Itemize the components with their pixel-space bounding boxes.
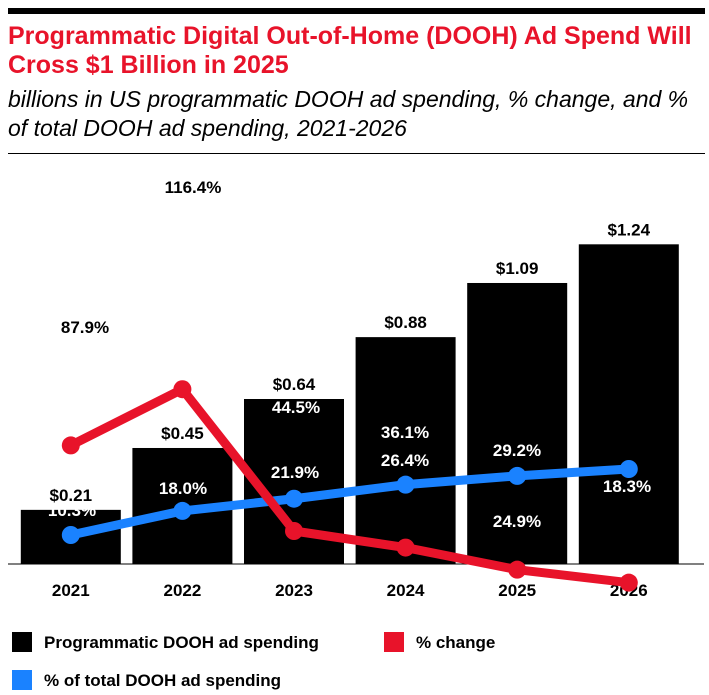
change-point xyxy=(285,522,303,540)
change-value-label: 116.4% xyxy=(165,178,222,197)
top-rule xyxy=(8,8,705,14)
share-point xyxy=(61,526,80,544)
legend-label-change: % change xyxy=(416,633,496,652)
bar-value-label: $1.09 xyxy=(496,259,539,278)
bar-value-label: $0.21 xyxy=(50,486,93,505)
change-point xyxy=(396,538,415,557)
change-point xyxy=(508,560,527,579)
bar-value-label: $0.45 xyxy=(161,424,204,443)
bar-value-label: $0.88 xyxy=(384,313,427,332)
legend-swatch-change xyxy=(384,632,404,652)
x-tick-label: 2025 xyxy=(498,581,536,600)
combo-chart: $0.21 $0.45 $0.64 $0.88 $1.09 $1.24 2021 2022 20… xyxy=(8,178,704,600)
share-line xyxy=(69,464,630,540)
x-tick-label: 2024 xyxy=(387,581,425,600)
x-tick-label: 2023 xyxy=(275,581,313,600)
change-point xyxy=(619,573,638,592)
bar-value-label: $0.64 xyxy=(273,375,316,394)
share-point xyxy=(508,466,527,485)
chart-title: Programmatic Digital Out-of-Home (DOOH) … xyxy=(8,22,692,79)
header-divider xyxy=(8,153,705,154)
x-tick-label: 2021 xyxy=(52,581,90,600)
chart-subtitle: billions in US programmatic DOOH ad spen… xyxy=(8,86,689,141)
legend-item-share: % of total DOOH ad spending xyxy=(12,670,281,691)
legend-swatch-share xyxy=(12,670,32,690)
change-point xyxy=(173,380,192,399)
change-point xyxy=(61,436,80,455)
x-tick-label: 2022 xyxy=(163,581,201,600)
share-point xyxy=(173,501,192,520)
bar-2025 xyxy=(467,282,568,564)
share-value-label: 10.3% xyxy=(48,501,96,520)
share-value-label: 31.4% xyxy=(603,435,651,454)
legend-swatch-spending xyxy=(12,632,32,652)
change-value-label: 18.3% xyxy=(603,477,651,496)
bar-2026 xyxy=(578,244,679,564)
bar-2024 xyxy=(355,337,456,564)
share-value-label: 26.4% xyxy=(381,451,429,470)
legend-item-spending: Programmatic DOOH ad spending xyxy=(12,632,319,653)
legend-label-spending: Programmatic DOOH ad spending xyxy=(44,633,319,652)
share-value-label: 29.2% xyxy=(493,441,541,460)
share-point xyxy=(619,460,638,478)
share-value-label: 21.9% xyxy=(271,463,319,482)
change-line xyxy=(68,384,630,588)
share-value-label: 18.0% xyxy=(159,479,207,498)
change-value-label: 24.9% xyxy=(493,512,541,531)
change-value-label: 44.5% xyxy=(272,398,320,417)
change-value-label: 87.9% xyxy=(61,318,109,337)
legend-label-share: % of total DOOH ad spending xyxy=(44,671,282,690)
share-point xyxy=(285,489,303,508)
bar-value-label: $1.24 xyxy=(608,220,651,239)
legend-item-change: % change xyxy=(384,632,495,653)
share-point xyxy=(396,475,415,494)
change-value-label: 36.1% xyxy=(381,423,429,442)
